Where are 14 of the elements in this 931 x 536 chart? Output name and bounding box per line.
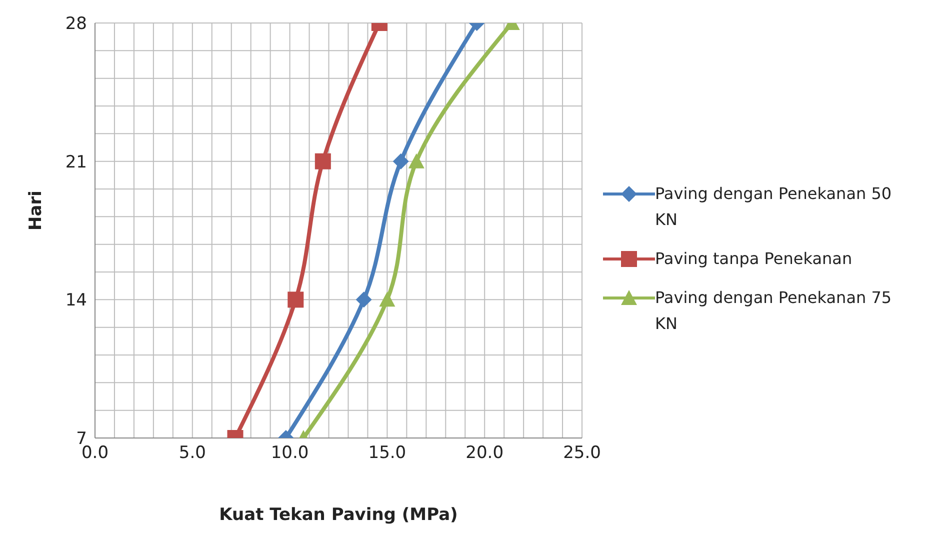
x-tick-label: 25.0 [563, 443, 601, 464]
y-tick-label: 14 [65, 290, 87, 311]
x-tick-label: 20.0 [466, 443, 504, 464]
legend-label: Paving dengan Penekanan 75 KN [655, 286, 893, 334]
x-tick-label: 5.0 [178, 443, 206, 464]
legend-label: Paving tanpa Penekanan [655, 248, 854, 270]
x-tick-label: 10.0 [270, 443, 309, 464]
x-tick-label: 15.0 [368, 443, 406, 464]
x-axis-title: Kuat Tekan Paving (MPa) [219, 505, 458, 525]
y-tick-label: 21 [65, 152, 87, 172]
x-tick-label: 0.0 [81, 443, 109, 464]
legend-label: Paving dengan Penekanan 50 KN [655, 182, 893, 230]
y-tick-label: 28 [65, 14, 87, 34]
y-axis-title: Hari [26, 190, 46, 230]
